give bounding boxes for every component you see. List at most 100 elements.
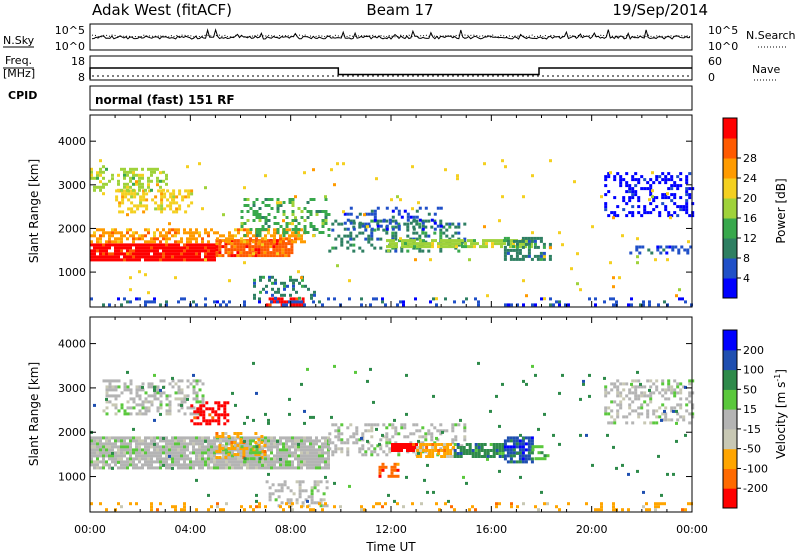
heatmap-cell (236, 239, 240, 243)
heatmap-cell (397, 432, 401, 436)
heatmap-cell (150, 505, 153, 509)
heatmap-cell (501, 195, 504, 199)
heatmap-cell (117, 297, 120, 301)
heatmap-cell (105, 436, 108, 440)
heatmap-cell (177, 231, 180, 235)
heatmap-cell (90, 439, 93, 443)
heatmap-cell (306, 454, 309, 458)
heatmap-cell (428, 449, 432, 452)
heatmap-cell (114, 243, 117, 247)
heatmap-cell (503, 239, 506, 243)
heatmap-cell (657, 505, 660, 509)
heatmap-cell (195, 379, 199, 383)
heatmap-cell (361, 231, 365, 235)
heatmap-cell (671, 248, 675, 252)
heatmap-cell (542, 251, 546, 255)
heatmap-cell (494, 242, 497, 246)
heatmap-cell (160, 201, 164, 205)
heatmap-cell (376, 219, 380, 223)
heatmap-cell (385, 426, 389, 430)
heatmap-cell (261, 439, 264, 443)
heatmap-cell (298, 486, 302, 490)
heatmap-cell (492, 452, 496, 455)
heatmap-cell (409, 432, 413, 436)
heatmap-cell (123, 460, 126, 464)
heatmap-cell (273, 466, 276, 470)
heatmap-cell (249, 463, 252, 467)
heatmap-cell (480, 449, 484, 452)
heatmap-cell (531, 303, 534, 307)
heatmap-cell (627, 303, 630, 307)
heatmap-cell (165, 457, 168, 461)
heatmap-cell (327, 454, 330, 458)
heatmap-cell (291, 436, 294, 440)
heatmap-cell (166, 198, 170, 202)
heatmap-cell (189, 249, 192, 253)
heatmap-cell (432, 394, 435, 398)
heatmap-cell (403, 443, 406, 446)
heatmap-cell (318, 463, 321, 467)
heatmap-cell (446, 455, 450, 458)
heatmap-cell (366, 379, 369, 383)
heatmap-cell (120, 448, 123, 452)
heatmap-cell (279, 466, 282, 470)
heatmap-cell (96, 457, 99, 461)
heatmap-cell (424, 231, 428, 235)
heatmap-cell (129, 185, 132, 189)
heatmap-cell (491, 242, 494, 246)
heatmap-cell (524, 457, 528, 461)
heatmap-cell (373, 447, 377, 451)
heatmap-cell (205, 401, 209, 405)
heatmap-cell (415, 209, 419, 213)
heatmap-cell (180, 406, 184, 410)
heatmap-cell (93, 188, 96, 192)
heatmap-cell (180, 400, 184, 404)
heatmap-cell (594, 303, 597, 307)
heatmap-cell (108, 303, 111, 307)
heatmap-cell (685, 190, 689, 194)
heatmap-cell (306, 505, 309, 509)
heatmap-cell (400, 449, 403, 452)
heatmap-cell (156, 228, 159, 232)
heatmap-cell (242, 251, 246, 255)
heatmap-cell (130, 210, 134, 214)
heatmap-cell (249, 207, 253, 210)
heatmap-cell (236, 242, 240, 246)
heatmap-cell (275, 254, 279, 258)
heatmap-cell (546, 454, 550, 458)
heatmap-cell (159, 451, 162, 455)
heatmap-cell (294, 457, 297, 461)
heatmap-cell (610, 409, 614, 413)
heatmap-cell (670, 385, 674, 389)
heatmap-cell (159, 234, 162, 238)
heatmap-cell (210, 460, 213, 464)
heatmap-cell (102, 255, 105, 259)
heatmap-cell (537, 427, 540, 431)
nsky-label: N.Sky (3, 34, 35, 47)
heatmap-cell (105, 400, 109, 404)
heatmap-cell (397, 227, 401, 231)
heatmap-cell (141, 249, 144, 253)
heatmap-cell (288, 300, 291, 304)
heatmap-cell (111, 173, 114, 177)
heatmap-cell (225, 442, 228, 446)
heatmap-cell (102, 445, 105, 449)
heatmap-cell (391, 225, 395, 229)
heatmap-cell (153, 445, 156, 449)
heatmap-cell (446, 245, 449, 249)
heatmap-cell (132, 448, 135, 452)
heatmap-cell (211, 410, 215, 414)
heatmap-cell (355, 429, 359, 433)
heatmap-cell (686, 248, 690, 252)
heatmap-cell (150, 460, 153, 464)
heatmap-cell (168, 439, 171, 443)
heatmap-cell (160, 210, 164, 214)
heatmap-cell (361, 224, 365, 228)
heatmap-cell (236, 453, 240, 456)
heatmap-cell (257, 444, 261, 447)
heatmap-cell (394, 441, 398, 445)
heatmap-cell (236, 435, 240, 438)
heatmap-cell (217, 419, 221, 423)
heatmap-cell (416, 245, 419, 249)
heatmap-cell (93, 451, 96, 455)
